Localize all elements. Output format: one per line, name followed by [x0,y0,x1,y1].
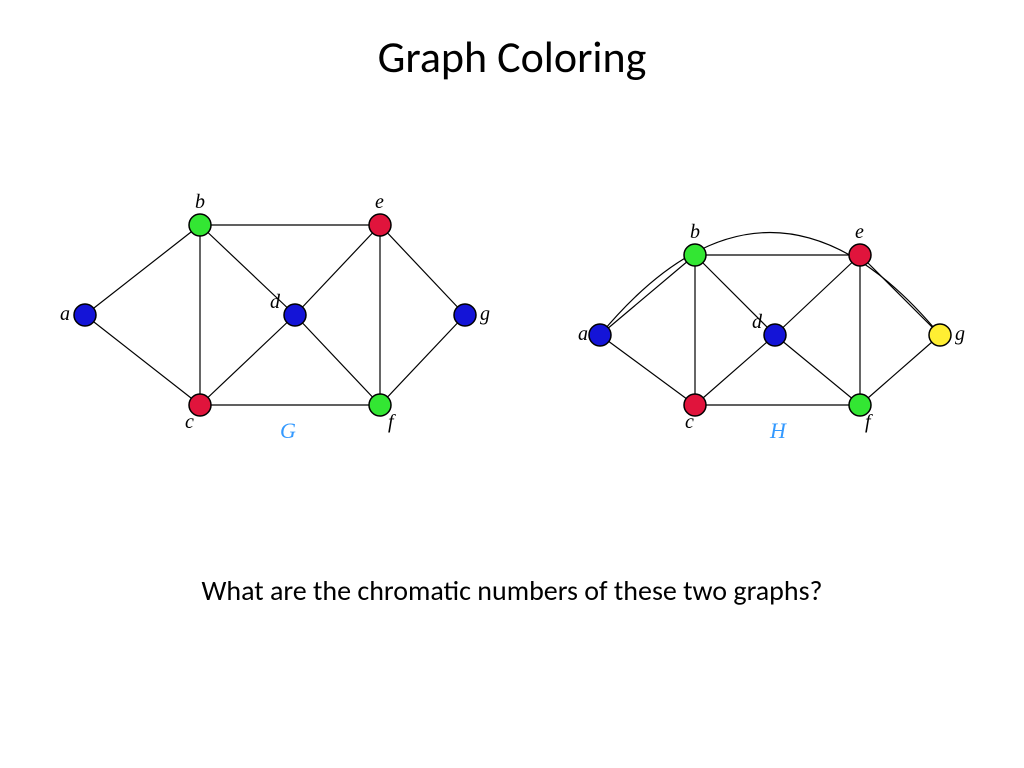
edge-b-d [200,225,295,315]
node-d [284,304,306,326]
node-label-g: g [955,323,965,345]
edge-a-b [85,225,200,315]
edge-a-b [600,255,695,335]
graph-label: H [769,418,787,443]
node-e [849,244,871,266]
node-b [189,214,211,236]
graph-h-svg: a b c d e f g H [560,180,980,460]
edge-f-g [380,315,465,405]
node-g [929,324,951,346]
graph-label: G [280,418,296,443]
edge-a-c [600,335,695,405]
node-label-a: a [578,323,588,345]
edge-d-e [295,225,380,315]
edge-a-c [85,315,200,405]
edge-d-e [775,255,860,335]
node-d [764,324,786,346]
node-label-b: b [195,191,205,213]
node-e [369,214,391,236]
question-text: What are the chromatic numbers of these … [0,573,1024,608]
node-label-a: a [60,303,70,325]
node-label-e: e [375,191,384,213]
node-label-f: f [388,411,396,433]
node-label-d: d [270,291,281,313]
graph-g-svg: a b c d e f g G [40,180,500,460]
graph-g-container: abcdefgG [40,180,480,460]
edge-c-d [200,315,295,405]
edge-e-g [380,225,465,315]
edge-f-g [860,335,940,405]
node-g [454,304,476,326]
node-a [589,324,611,346]
edge-d-f [775,335,860,405]
page-title: Graph Coloring [0,30,1024,84]
edge-b-d [695,255,775,335]
node-label-g: g [480,303,490,325]
node-label-c: c [185,411,194,433]
node-b [684,244,706,266]
node-label-b: b [690,221,700,243]
edge-c-d [695,335,775,405]
node-label-d: d [752,311,763,333]
node-label-c: c [685,411,694,433]
edge-e-g [860,255,940,335]
node-a [74,304,96,326]
node-label-e: e [855,221,864,243]
graph-h-container: a b c d e f g H [560,180,980,460]
node-label-f: f [865,411,873,433]
edge-d-f [295,315,380,405]
